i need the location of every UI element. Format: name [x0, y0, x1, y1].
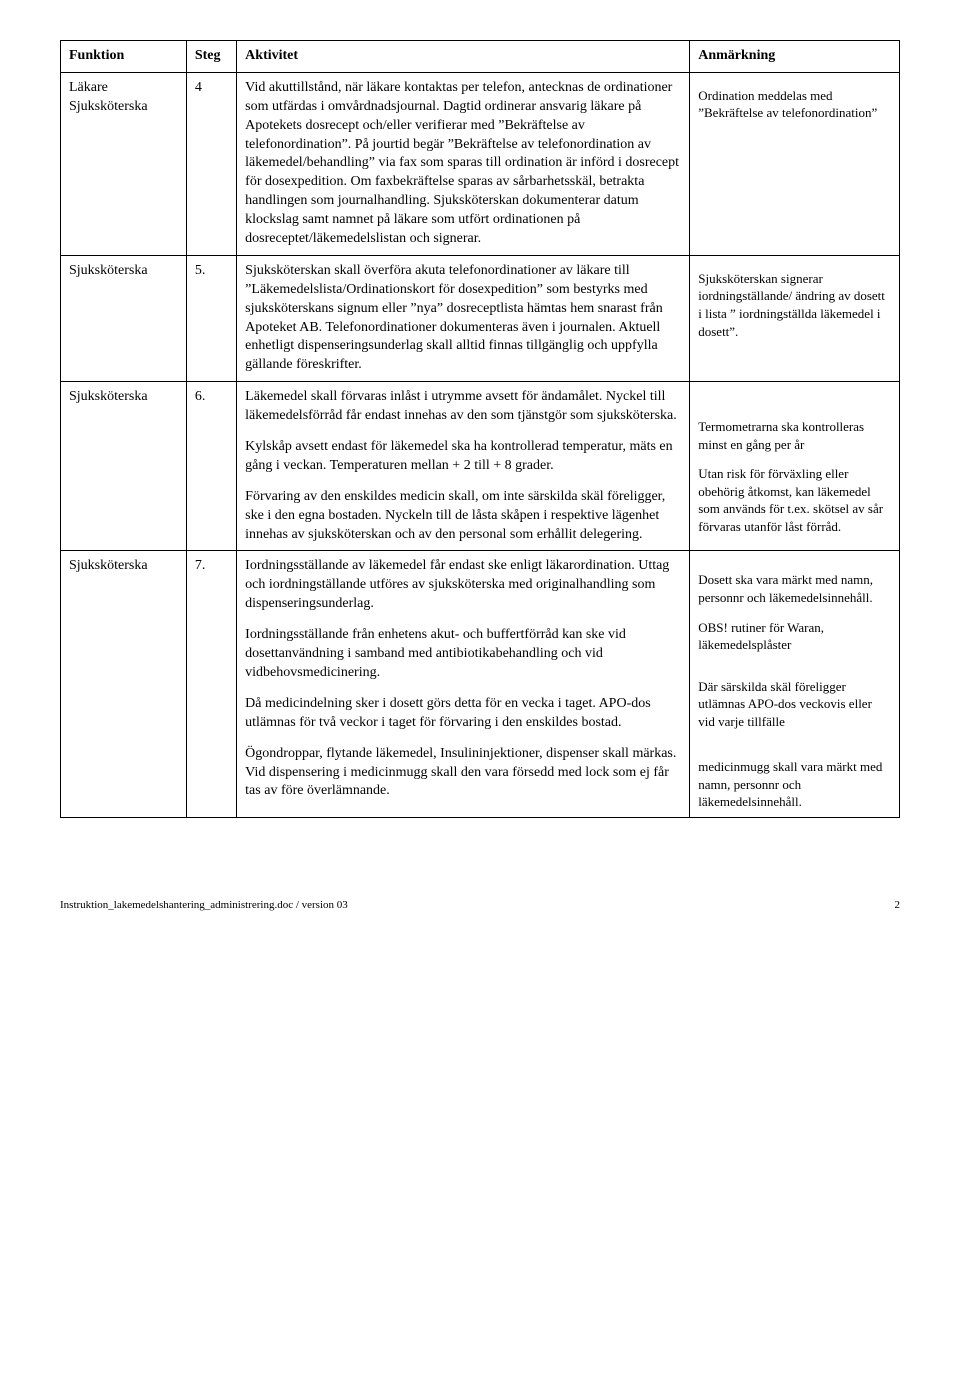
cell-steg: 4	[186, 72, 236, 255]
cell-aktivitet: Läkemedel skall förvaras inlåst i utrymm…	[237, 382, 690, 551]
header-steg: Steg	[186, 41, 236, 73]
aktivitet-para: Förvaring av den enskildes medicin skall…	[245, 488, 681, 545]
cell-funktion: Sjuksköterska	[61, 382, 187, 551]
aktivitet-para: Läkemedel skall förvaras inlåst i utrymm…	[245, 388, 681, 426]
header-aktivitet: Aktivitet	[237, 41, 690, 73]
aktivitet-para: Kylskåp avsett endast för läkemedel ska …	[245, 438, 681, 476]
table-row: Sjuksköterska 6. Läkemedel skall förvara…	[61, 382, 900, 551]
document-table: Funktion Steg Aktivitet Anmärkning Läkar…	[60, 40, 900, 818]
anm-para: OBS! rutiner för Waran, läkemedelsplåste…	[698, 619, 891, 654]
footer-left: Instruktion_lakemedelshantering_administ…	[60, 898, 348, 913]
cell-aktivitet: Iordningsställande av läkemedel får enda…	[237, 551, 690, 817]
table-row: Sjuksköterska 7. Iordningsställande av l…	[61, 551, 900, 817]
cell-anmarkning: Termometrarna ska kontrolleras minst en …	[690, 382, 900, 551]
header-funktion: Funktion	[61, 41, 187, 73]
cell-steg: 5.	[186, 255, 236, 381]
aktivitet-para: Iordningsställande av läkemedel får enda…	[245, 557, 681, 614]
aktivitet-para: Ögondroppar, flytande läkemedel, Insulin…	[245, 745, 681, 802]
table-row: Sjuksköterska 5. Sjuksköterskan skall öv…	[61, 255, 900, 381]
cell-funktion: Läkare Sjuksköterska	[61, 72, 187, 255]
aktivitet-para: Iordningsställande från enhetens akut- o…	[245, 626, 681, 683]
anm-para: Utan risk för förväxling eller obehörig …	[698, 465, 891, 535]
table-header-row: Funktion Steg Aktivitet Anmärkning	[61, 41, 900, 73]
cell-aktivitet: Sjuksköterskan skall överföra akuta tele…	[237, 255, 690, 381]
anm-para: Dosett ska vara märkt med namn, personnr…	[698, 571, 891, 606]
cell-aktivitet: Vid akuttillstånd, när läkare kontaktas …	[237, 72, 690, 255]
cell-anmarkning: Sjuksköterskan signerar iordningställand…	[690, 255, 900, 381]
anm-text: Ordination meddelas med ”Bekräftelse av …	[698, 87, 891, 122]
cell-funktion: Sjuksköterska	[61, 551, 187, 817]
anm-para: medicinmugg skall vara märkt med namn, p…	[698, 758, 891, 811]
anm-para: Termometrarna ska kontrolleras minst en …	[698, 418, 891, 453]
header-anmarkning: Anmärkning	[690, 41, 900, 73]
cell-steg: 6.	[186, 382, 236, 551]
cell-steg: 7.	[186, 551, 236, 817]
cell-funktion: Sjuksköterska	[61, 255, 187, 381]
cell-anmarkning: Ordination meddelas med ”Bekräftelse av …	[690, 72, 900, 255]
anm-text: Sjuksköterskan signerar iordningställand…	[698, 270, 891, 340]
footer: Instruktion_lakemedelshantering_administ…	[60, 898, 900, 913]
footer-page-number: 2	[895, 898, 901, 913]
aktivitet-para: Då medicindelning sker i dosett görs det…	[245, 695, 681, 733]
table-row: Läkare Sjuksköterska 4 Vid akuttillstånd…	[61, 72, 900, 255]
cell-anmarkning: Dosett ska vara märkt med namn, personnr…	[690, 551, 900, 817]
anm-para: Där särskilda skäl föreligger utlämnas A…	[698, 678, 891, 731]
